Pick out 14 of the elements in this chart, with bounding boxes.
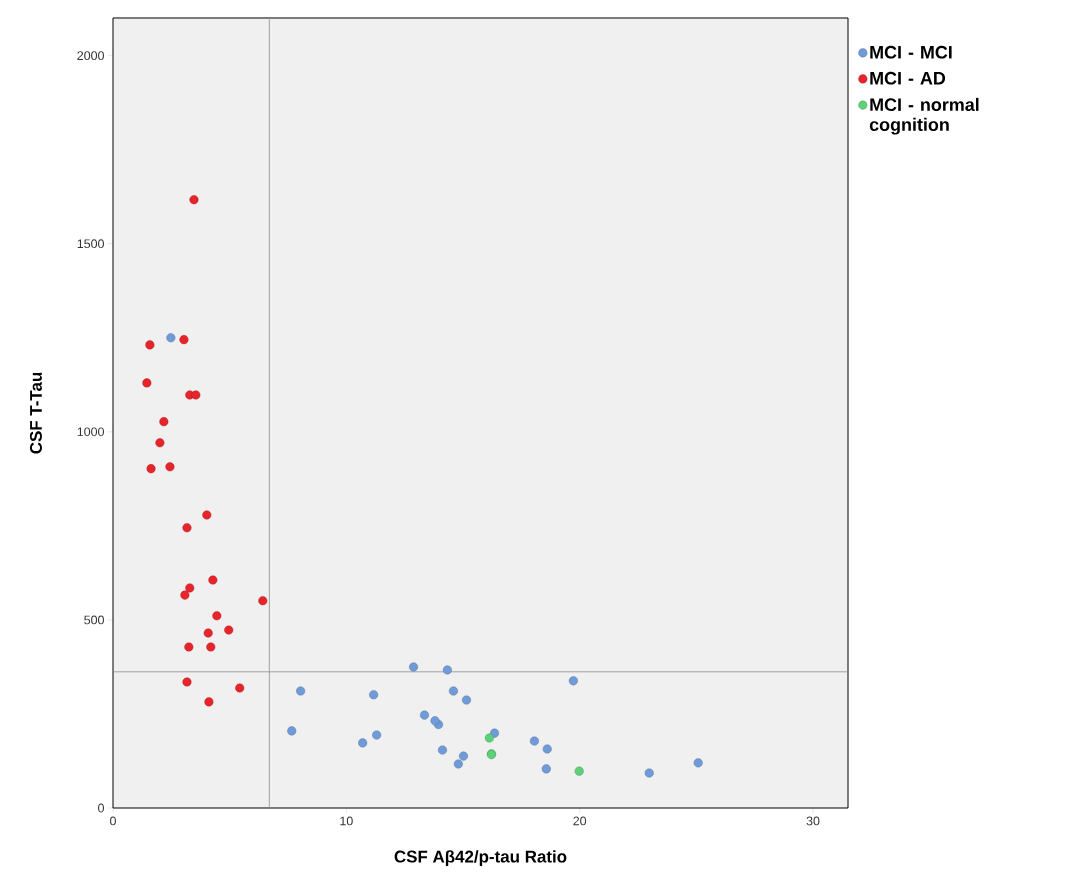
y-tick-label: 1000 <box>77 427 104 437</box>
y-tick-label: 500 <box>84 615 104 625</box>
legend-label: MCI - AD <box>870 71 946 85</box>
x-tick-label: 10 <box>340 816 353 826</box>
y-tick-label: 0 <box>98 803 104 813</box>
x-tick-label: 20 <box>573 816 587 826</box>
legend-label: MCI - MCI <box>870 45 952 59</box>
x-tick-label: 0 <box>110 816 116 826</box>
y-axis-title: CSF T-Tau <box>29 372 42 454</box>
legend-label: MCI - normal cognition <box>869 97 979 135</box>
x-axis-title: CSF Aβ42/p-tau Ratio <box>394 850 567 866</box>
y-tick-label: 1500 <box>77 239 104 249</box>
x-tick-label: 30 <box>806 816 820 826</box>
y-tick-label: 2000 <box>77 51 104 61</box>
